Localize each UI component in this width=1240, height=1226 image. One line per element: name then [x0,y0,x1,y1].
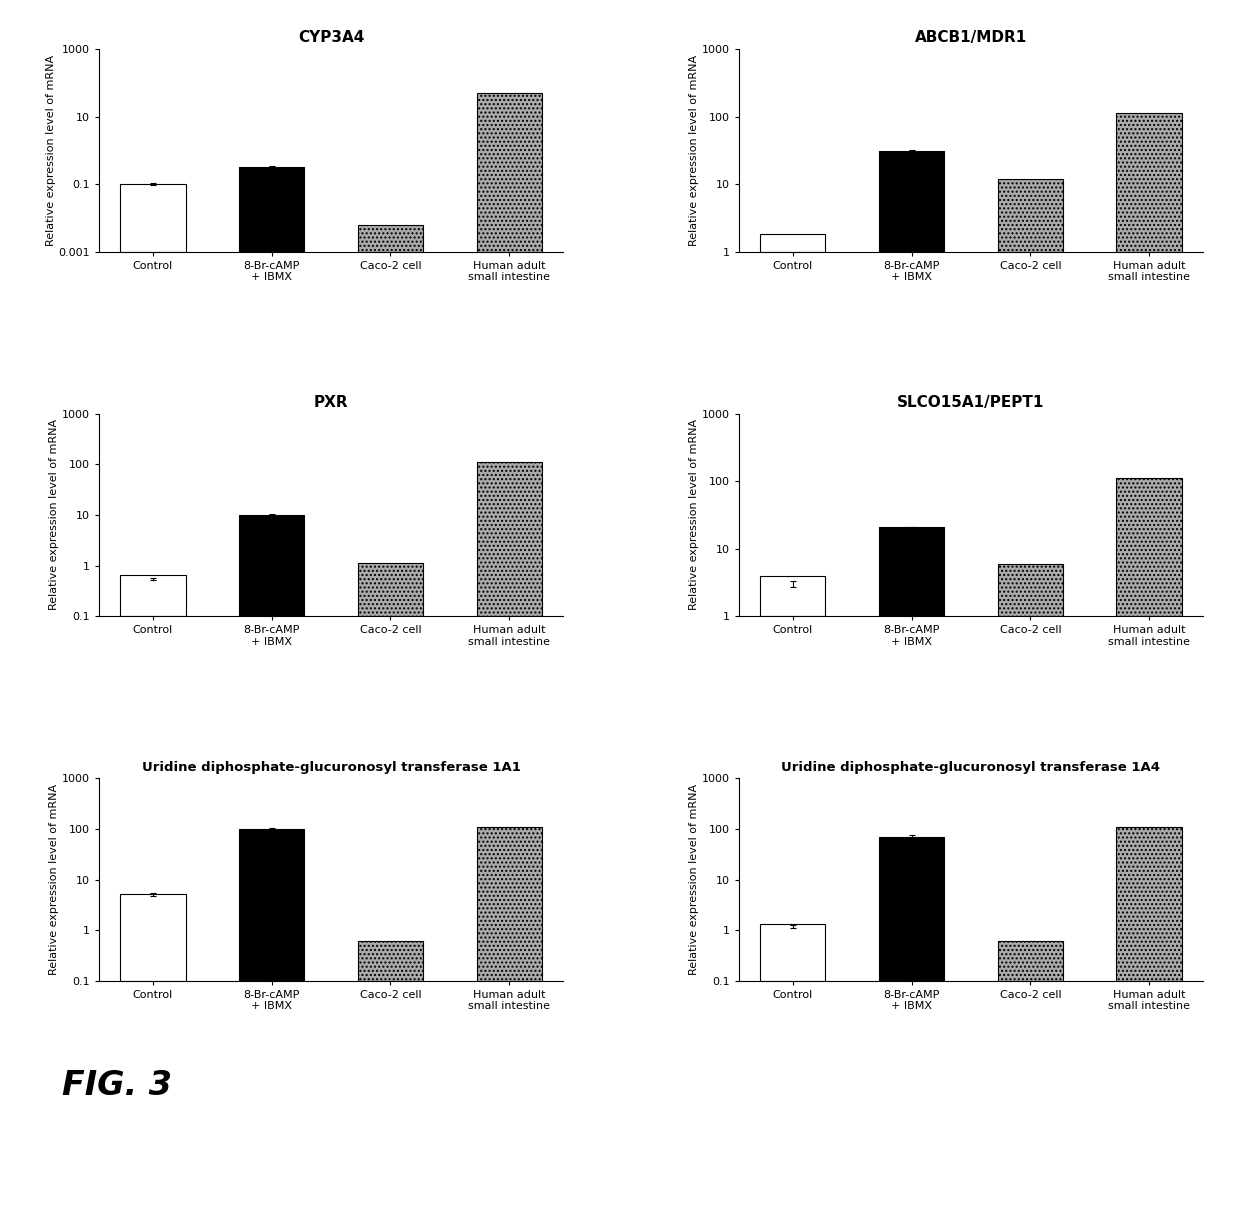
Bar [1116,826,1182,981]
Bar [476,462,542,617]
Bar [476,826,542,981]
Y-axis label: Relative expression level of mRNA: Relative expression level of mRNA [689,783,699,975]
Text: FIG. 3: FIG. 3 [62,1069,172,1101]
Bar [358,564,423,617]
Bar [120,575,186,617]
Bar [998,179,1063,251]
Y-axis label: Relative expression level of mRNA: Relative expression level of mRNA [50,419,60,611]
Bar [239,515,304,617]
Bar [476,93,542,251]
Bar [358,226,423,251]
Title: CYP3A4: CYP3A4 [298,31,365,45]
Bar [879,836,944,981]
Title: ABCB1/MDR1: ABCB1/MDR1 [915,31,1027,45]
Title: SLCO15A1/PEPT1: SLCO15A1/PEPT1 [898,395,1044,409]
Y-axis label: Relative expression level of mRNA: Relative expression level of mRNA [689,55,699,246]
Title: Uridine diphosphate-glucuronosyl transferase 1A4: Uridine diphosphate-glucuronosyl transfe… [781,761,1161,775]
Bar [120,894,186,981]
Bar [239,829,304,981]
Y-axis label: Relative expression level of mRNA: Relative expression level of mRNA [46,55,56,246]
Title: PXR: PXR [314,395,348,409]
Bar [760,924,826,981]
Bar [358,942,423,981]
Bar [1116,478,1182,617]
Title: Uridine diphosphate-glucuronosyl transferase 1A1: Uridine diphosphate-glucuronosyl transfe… [141,761,521,775]
Y-axis label: Relative expression level of mRNA: Relative expression level of mRNA [50,783,60,975]
Bar [879,151,944,251]
Bar [120,184,186,251]
Bar [998,564,1063,617]
Bar [760,234,826,251]
Bar [879,527,944,617]
Bar [998,942,1063,981]
Y-axis label: Relative expression level of mRNA: Relative expression level of mRNA [689,419,699,611]
Bar [239,167,304,251]
Bar [1116,114,1182,251]
Bar [760,575,826,617]
